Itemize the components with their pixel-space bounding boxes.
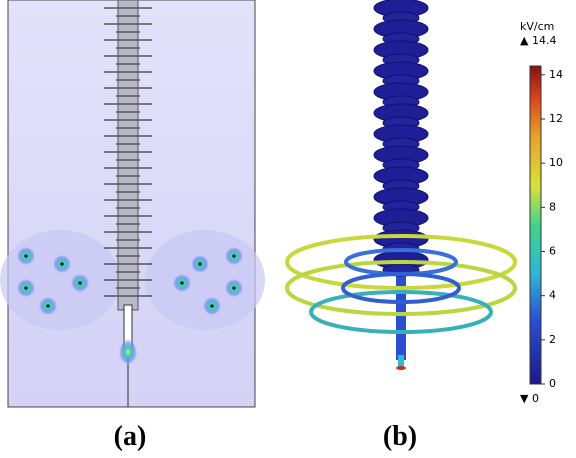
colorbar (530, 66, 541, 384)
colorbar-unit: kV/cm (520, 20, 554, 33)
tick-label: 8 (549, 200, 556, 213)
figure: kV/cm ▲ 14.4 ▼ 0 (a) (b) 0 2 4 6 8 10 12 14 (0, 0, 576, 458)
colorbar-max: ▲ 14.4 (520, 34, 556, 47)
electrode (78, 281, 82, 285)
colorbar-min-label: 0 (532, 392, 539, 405)
tick-label: 10 (549, 156, 563, 169)
electrode (24, 254, 28, 258)
panel-label: (b) (383, 421, 417, 452)
electrode (232, 286, 236, 290)
tick-label: 4 (549, 289, 556, 302)
electrode (232, 254, 236, 258)
colorbar-max-label: 14.4 (532, 34, 557, 47)
electrode (180, 281, 184, 285)
panel-b-image (287, 0, 515, 370)
panel-a-image (0, 0, 265, 407)
electrode (60, 262, 64, 266)
electrode (24, 286, 28, 290)
tick-label: 2 (549, 333, 556, 346)
electrode (210, 304, 214, 308)
electrode (198, 262, 202, 266)
tick-label: 0 (549, 377, 556, 390)
electrode (46, 304, 50, 308)
tick-label: 14 (549, 68, 563, 81)
panel-label: (a) (114, 421, 147, 452)
tick-label: 6 (549, 245, 556, 258)
tick-label: 12 (549, 112, 563, 125)
colorbar-min: ▼ 0 (520, 392, 539, 405)
